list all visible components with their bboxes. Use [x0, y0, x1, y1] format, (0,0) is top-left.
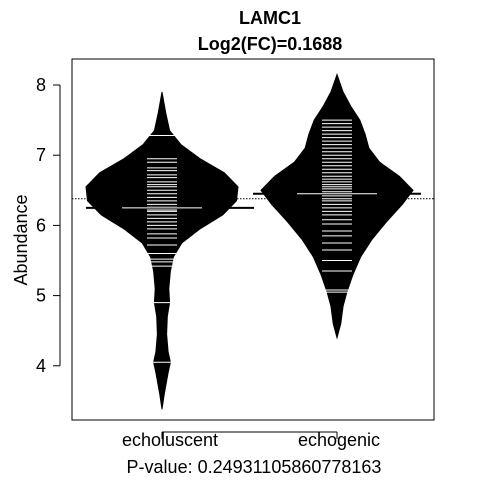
y-tick-label: 4 [36, 356, 46, 376]
y-tick-label: 6 [36, 215, 46, 235]
x-tick-label-echogenic: echogenic [298, 430, 380, 450]
x-tick-label-echoluscent: echoluscent [122, 430, 218, 450]
y-axis: 4 5 6 7 8 [36, 75, 61, 376]
y-tick-label: 8 [36, 75, 46, 95]
chart-title-line2: Log2(FC)=0.1688 [198, 34, 343, 54]
bean-echoluscent [85, 91, 239, 410]
y-tick-label: 7 [36, 145, 46, 165]
y-tick-label: 5 [36, 286, 46, 306]
plot-frame [71, 58, 435, 421]
p-value-label: P-value: 0.24931105860778163 [127, 457, 382, 477]
bean-echogenic [260, 72, 414, 340]
bean-layer [72, 72, 434, 410]
chart-title-line1: LAMC1 [239, 8, 301, 28]
x-axis: echoluscent echogenic [122, 430, 380, 450]
y-axis-label: Abundance [11, 194, 31, 285]
